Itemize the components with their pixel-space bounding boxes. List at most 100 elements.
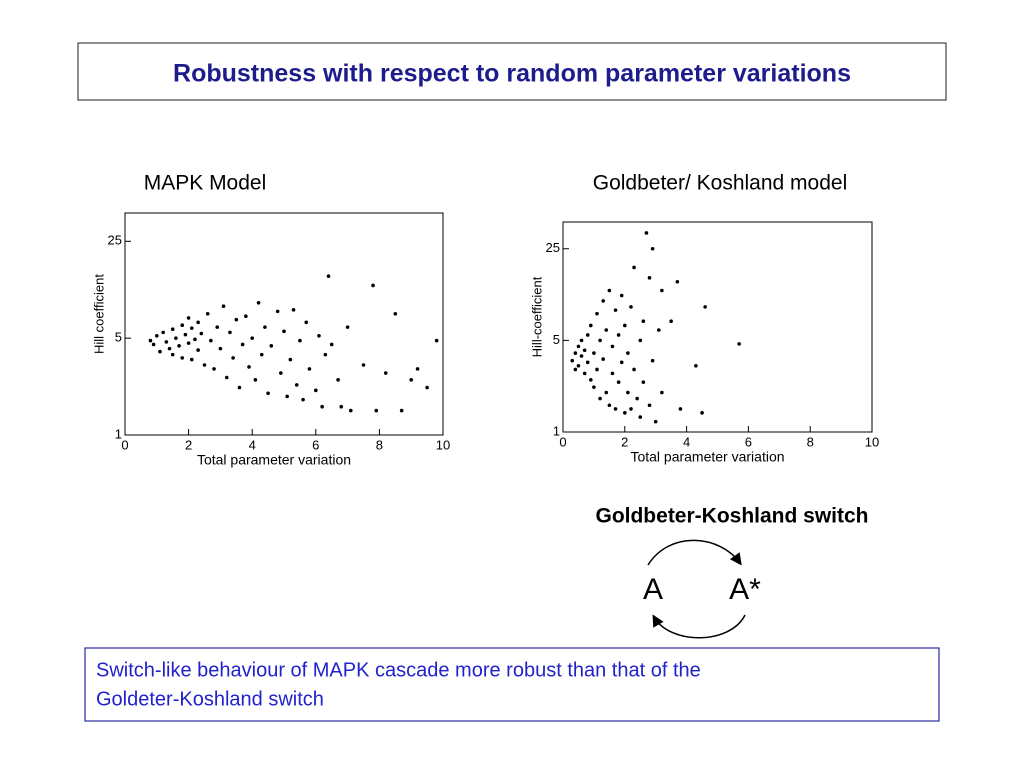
point: [164, 340, 169, 344]
point: [399, 408, 404, 413]
point: [371, 283, 375, 288]
x-tick-label: 8: [807, 434, 814, 449]
point: [616, 333, 621, 337]
state-a: A: [643, 573, 663, 606]
point: [228, 330, 232, 335]
point: [234, 317, 239, 322]
caption-line: Goldeter-Koshland switch: [96, 688, 324, 710]
point: [291, 308, 296, 312]
switch-title: Goldbeter-Koshland switch: [595, 505, 868, 528]
point: [626, 351, 630, 355]
point: [304, 320, 309, 325]
point: [323, 352, 328, 357]
x-tick-label: 2: [621, 434, 628, 449]
caption-box: [84, 647, 940, 722]
y-tick-label: 25: [108, 233, 122, 248]
point: [326, 274, 331, 278]
point: [294, 383, 299, 387]
point: [641, 380, 646, 384]
point: [409, 378, 414, 382]
point: [361, 363, 366, 367]
point: [161, 330, 165, 335]
point: [653, 419, 658, 424]
point: [186, 316, 191, 320]
point: [616, 380, 621, 384]
chart-title: MAPK Model: [144, 172, 267, 195]
point: [215, 325, 220, 329]
x-tick-label: 4: [683, 434, 690, 449]
point: [592, 385, 596, 389]
point: [202, 363, 207, 367]
point: [619, 360, 624, 365]
point: [189, 357, 194, 362]
point: [601, 357, 605, 361]
caption-line: Switch-like behaviour of MAPK cascade mo…: [96, 659, 701, 681]
y-axis-label: Hill-coefficient: [529, 276, 544, 357]
x-tick-label: 10: [865, 434, 879, 449]
point: [224, 375, 229, 380]
point: [247, 365, 251, 369]
point: [301, 397, 305, 402]
point: [148, 338, 153, 343]
point: [221, 304, 226, 309]
point: [641, 319, 646, 324]
point: [196, 320, 200, 325]
point: [638, 338, 643, 343]
point: [177, 344, 181, 348]
point: [700, 411, 704, 415]
point: [623, 411, 627, 415]
point: [647, 403, 652, 408]
point: [703, 305, 707, 309]
point: [644, 231, 649, 235]
point: [170, 352, 175, 357]
x-tick-label: 6: [312, 437, 319, 452]
point: [660, 288, 664, 293]
point: [598, 396, 602, 401]
point: [694, 363, 698, 368]
point: [576, 363, 581, 368]
point: [675, 279, 680, 284]
point: [158, 349, 162, 354]
point: [585, 333, 590, 337]
point: [288, 357, 293, 362]
point: [573, 367, 578, 372]
point: [336, 378, 340, 382]
point: [189, 326, 194, 330]
plot-frame: [562, 221, 873, 433]
y-tick-label: 5: [115, 330, 122, 345]
point: [598, 338, 602, 343]
point: [415, 367, 420, 371]
x-tick-label: 4: [249, 437, 256, 452]
point: [632, 265, 636, 270]
point: [669, 319, 673, 324]
point: [607, 403, 612, 408]
chart-title: Goldbeter/ Koshland model: [593, 172, 848, 195]
plot-frame: [124, 212, 444, 436]
point: [610, 344, 615, 349]
point: [604, 328, 609, 332]
point: [582, 348, 587, 353]
y-tick-label: 1: [553, 423, 560, 438]
point: [678, 407, 683, 411]
point: [589, 378, 593, 382]
point: [635, 396, 639, 401]
point: [348, 408, 353, 413]
point: [269, 344, 274, 348]
point: [279, 371, 283, 375]
point: [170, 327, 175, 332]
point: [592, 351, 596, 355]
y-tick-label: 25: [546, 240, 560, 255]
point: [434, 338, 439, 343]
arrow-back: [652, 614, 746, 639]
x-tick-label: 6: [745, 434, 752, 449]
point: [282, 329, 286, 334]
point: [585, 360, 590, 365]
point: [626, 390, 630, 395]
point: [613, 308, 618, 312]
point: [193, 337, 197, 342]
point: [613, 407, 618, 411]
point: [582, 371, 587, 376]
x-tick-label: 8: [376, 437, 383, 452]
point: [151, 342, 156, 347]
x-tick-label: 0: [559, 434, 566, 449]
